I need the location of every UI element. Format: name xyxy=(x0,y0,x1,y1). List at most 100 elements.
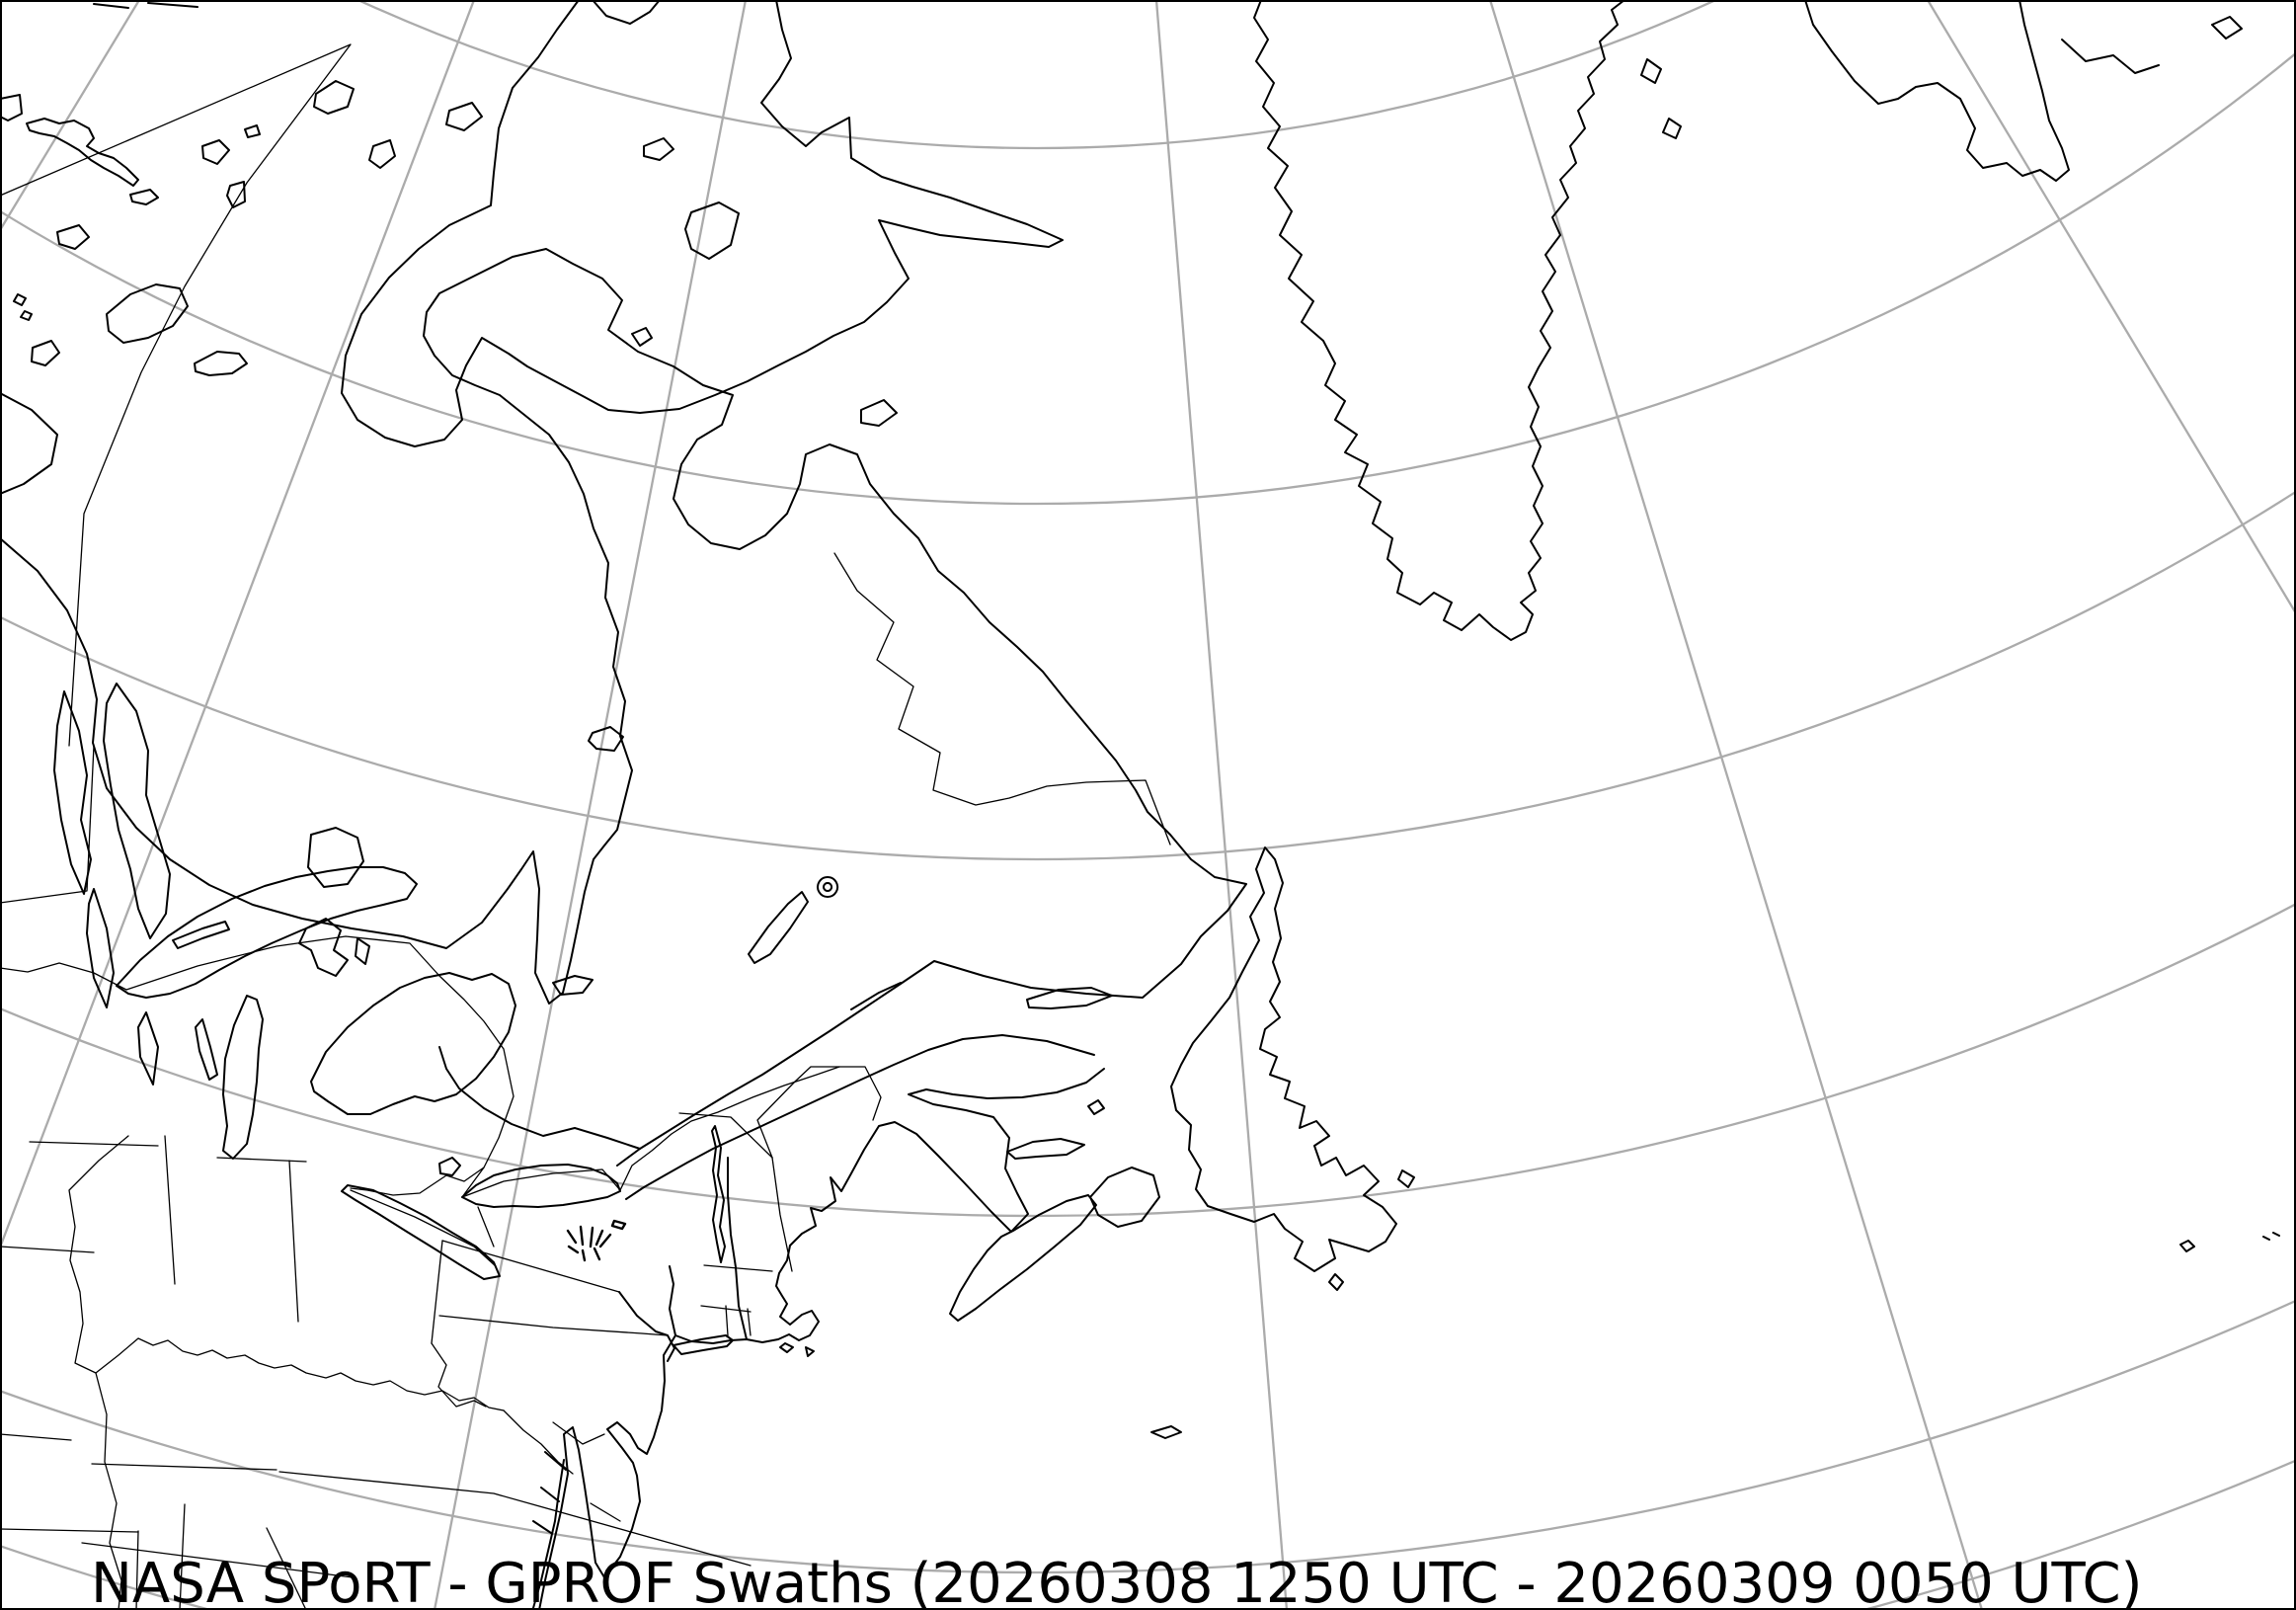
border-mo-ar xyxy=(0,1528,139,1533)
coast-coats xyxy=(194,351,248,376)
border-oh-pa xyxy=(431,1240,443,1344)
coast-greenland xyxy=(1253,0,1625,641)
graticule-parallel xyxy=(0,50,2296,505)
lake-michigan xyxy=(222,995,264,1160)
coast-sable xyxy=(1150,1425,1182,1439)
coast-nova-scotia xyxy=(949,1194,1097,1322)
river-ohio xyxy=(95,1337,505,1411)
coast-southampton xyxy=(106,283,189,344)
chesapeake-west-shore xyxy=(532,1451,567,1609)
border-us-canada-lakes xyxy=(125,935,515,1198)
coast-anticosti xyxy=(1026,987,1113,1009)
lake-small-mb xyxy=(137,1011,159,1086)
lake-winnipegosis xyxy=(53,690,92,895)
graticule-meridian xyxy=(0,0,140,231)
graticule-parallel xyxy=(0,490,2296,860)
coast-newfoundland xyxy=(1170,846,1397,1272)
border-ct-ri xyxy=(725,1305,752,1336)
graticule-meridian xyxy=(433,0,748,1610)
lake-eau-claire xyxy=(588,726,624,752)
coast-prince-charles xyxy=(643,137,740,260)
coast-nf-islets xyxy=(1328,1169,1415,1291)
coast-baffin xyxy=(341,0,1064,447)
borders-layer xyxy=(0,43,1171,1610)
border-wv xyxy=(431,1342,574,1475)
coast-cape-breton xyxy=(1089,1167,1160,1228)
border-mn-ia xyxy=(0,1246,95,1253)
lake-superior xyxy=(116,866,418,999)
border-prairie-diagonal xyxy=(0,43,352,747)
border-maine-north xyxy=(756,1066,882,1159)
lake-manicouagan xyxy=(817,876,839,898)
lake-huron xyxy=(310,972,516,1115)
lake-ontario xyxy=(461,1164,621,1208)
coast-greenland-islets xyxy=(1640,58,1682,139)
ottawa-river xyxy=(438,1046,641,1150)
border-minnesota-w xyxy=(0,962,127,991)
border-quebec-labrador xyxy=(833,552,1171,845)
border-il-in xyxy=(164,1135,176,1285)
graticule-parallel xyxy=(356,0,1718,149)
river-potomac xyxy=(552,1421,605,1445)
border-wi-il xyxy=(29,1141,159,1147)
coast-small-islands-nw xyxy=(13,189,159,366)
map-caption: NASA SPoRT - GPROF Swaths (20260308 1250… xyxy=(91,1552,2143,1610)
green-bay xyxy=(195,1018,218,1081)
delaware-river xyxy=(618,1291,675,1362)
border-detroit xyxy=(350,1167,485,1196)
border-mason-dixon xyxy=(438,1315,669,1336)
coast-akimiski xyxy=(552,975,594,996)
graticule-meridian xyxy=(1488,0,1984,1610)
hudson-river xyxy=(669,1265,676,1336)
marks-layer xyxy=(566,1219,627,1262)
coast-magdalen xyxy=(1087,1099,1105,1115)
coast-bylot xyxy=(592,0,661,25)
isle-royale xyxy=(172,921,230,949)
coast-stlawrence-south xyxy=(625,1034,1095,1200)
border-in-oh xyxy=(288,1160,299,1323)
lake-mistassini xyxy=(748,891,809,964)
saguenay-river xyxy=(850,982,902,1010)
border-ia-mo xyxy=(0,1433,72,1441)
coast-pei xyxy=(1006,1138,1085,1160)
lake-winnipeg xyxy=(103,683,171,939)
river-james xyxy=(590,1502,621,1522)
lake-st-clair xyxy=(438,1157,461,1176)
border-mi-south xyxy=(216,1157,307,1163)
border-nh-maine xyxy=(771,1157,793,1272)
border-45th xyxy=(678,1112,773,1159)
graticule-parallel xyxy=(0,1299,2296,1573)
border-va-nc xyxy=(278,1471,752,1567)
coast-iceland-fragments xyxy=(2061,16,2243,74)
border-niagara xyxy=(477,1206,495,1248)
coast-gaspe-nb-newengland xyxy=(538,1068,1105,1610)
long-island xyxy=(673,1334,734,1355)
coast-top-fragments xyxy=(0,2,198,121)
coast-hudson-bay xyxy=(0,248,1247,1167)
border-ontario-zigzag xyxy=(461,1066,840,1198)
graticule-meridian xyxy=(1154,0,1289,1610)
nantucket-specks xyxy=(779,1342,815,1357)
border-erie-center xyxy=(350,1189,497,1267)
river-mississippi xyxy=(68,1135,129,1610)
graticule-meridian xyxy=(0,0,476,1248)
starburst-marks xyxy=(566,1225,612,1262)
lake-manitoba xyxy=(86,888,115,1008)
border-bottom-verticals xyxy=(135,1503,307,1610)
lake-nipigon xyxy=(307,827,364,888)
coast-hudson-nw-inlet xyxy=(0,392,58,495)
coast-foxe-islands xyxy=(201,80,483,208)
coast-resolution xyxy=(631,327,898,427)
coast-iceland xyxy=(1804,0,2070,182)
connecticut-river xyxy=(727,1157,748,1340)
border-tn-south xyxy=(81,1542,354,1578)
border-ky-tn xyxy=(91,1463,277,1471)
coast-ocean-specks xyxy=(2179,1232,2280,1252)
border-manitoba xyxy=(0,745,95,904)
